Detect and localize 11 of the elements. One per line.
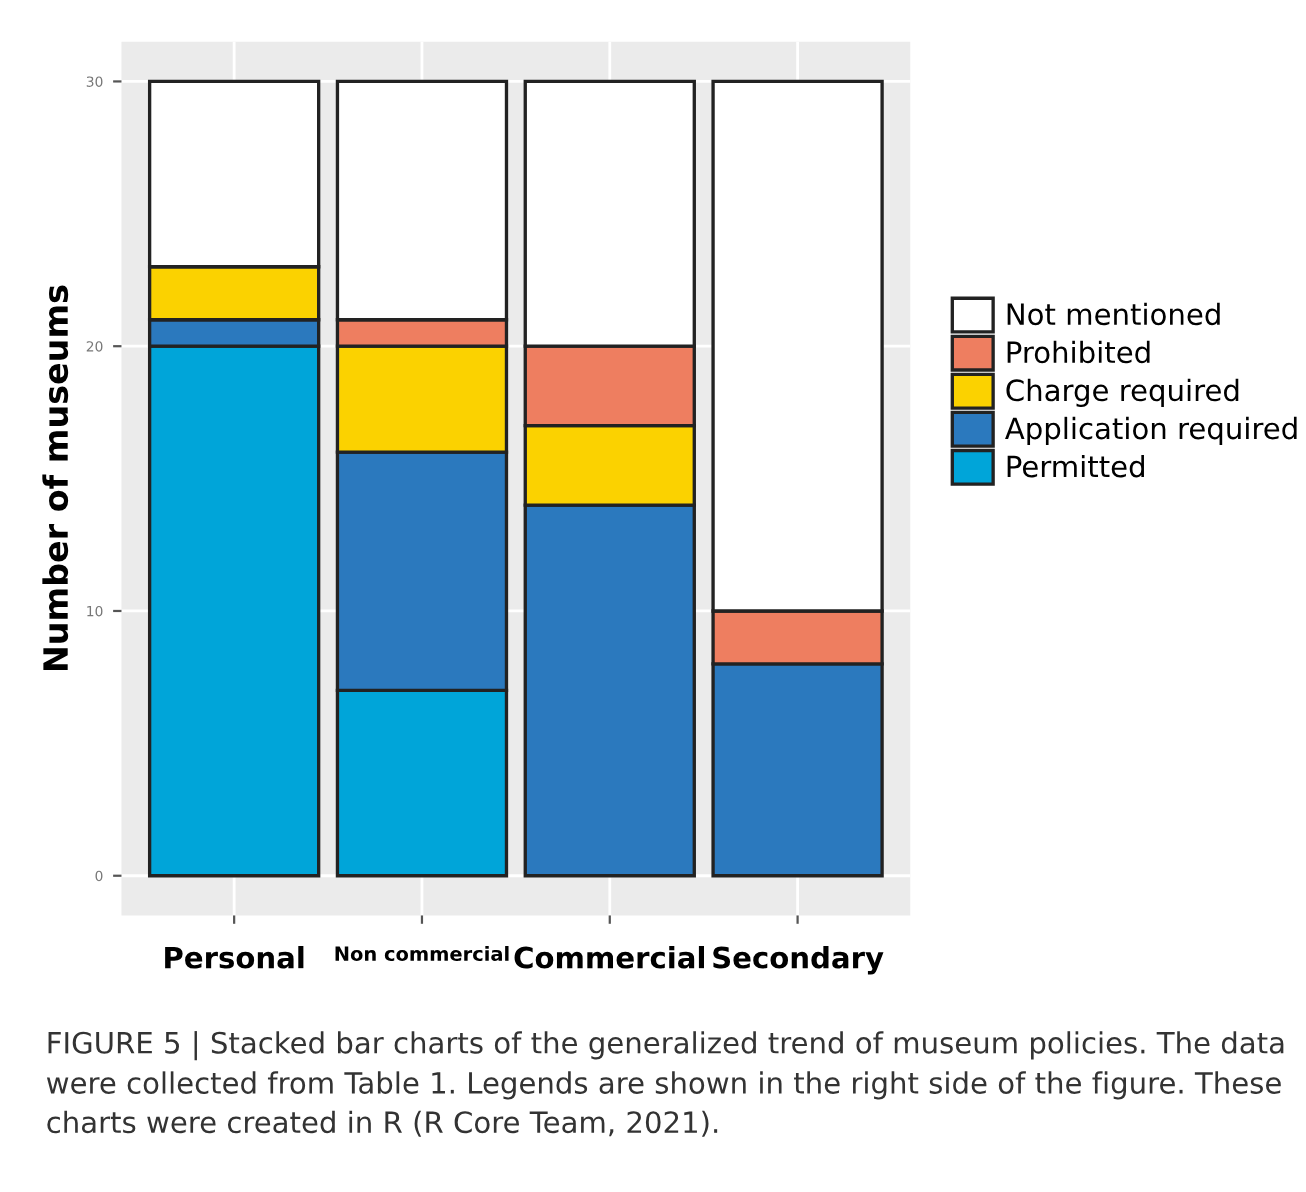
x-tick-label: Secondary: [713, 946, 884, 975]
y-axis-title: Number of museums: [42, 285, 69, 671]
legend-label: Permitted: [1007, 454, 1144, 478]
legend-label: Application required: [1005, 416, 1297, 446]
x-tick-label: Personal: [165, 946, 304, 969]
legend-label: Charge required: [1006, 378, 1239, 407]
x-tick-label: Non commercial: [335, 946, 509, 962]
x-tick-label: Commercial: [514, 946, 704, 969]
caption: FIGURE 5 | Stacked bar charts of the generalized trend of museum policies. The data were collected from Table 1. Legends are shown in the right side of the figure. These charts were created in R (R Core Team, 2021).: [46, 1031, 1284, 1137]
legend-label: Prohibited: [1007, 340, 1150, 364]
legend-label: Not mentioned: [1007, 302, 1220, 326]
